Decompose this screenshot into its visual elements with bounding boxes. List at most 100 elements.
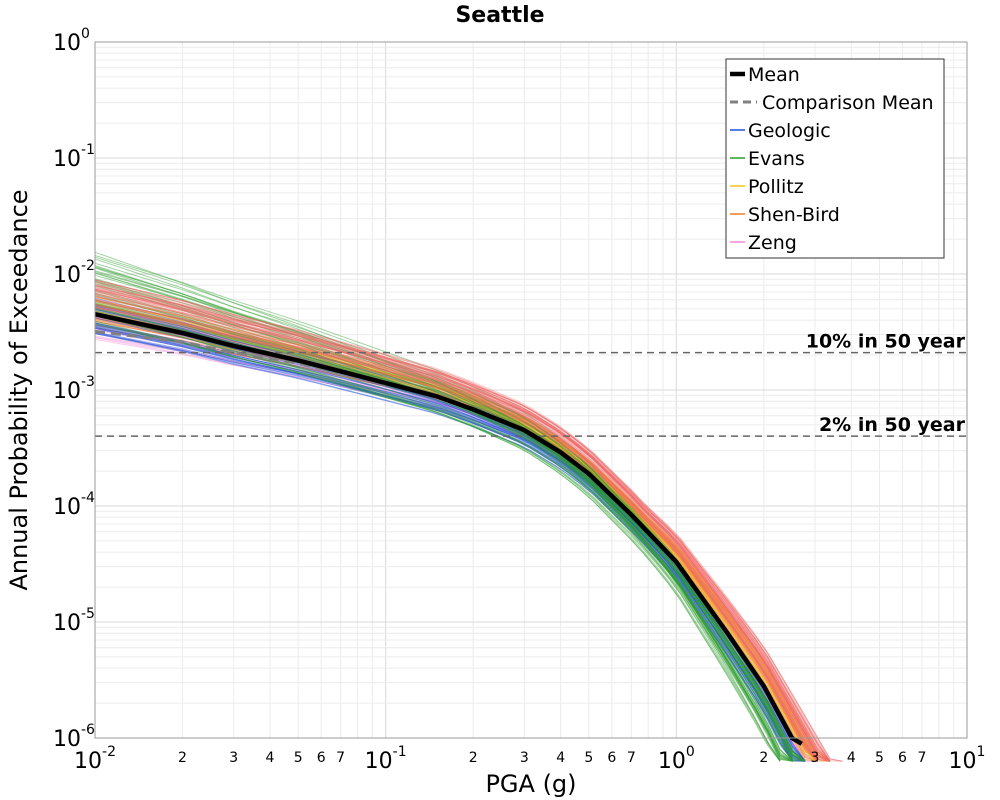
y-tick-label: 100 [53,26,90,56]
branch-curve-geologic [94,297,806,762]
branch-curve-zeng [94,318,806,762]
branch-curve-shen-bird [94,288,843,762]
branch-curve-shen-bird [94,290,831,762]
x-tick-label: 10-1 [365,744,407,774]
branch-curve-geologic [94,325,794,762]
y-tick-label: 10-6 [53,722,95,752]
x-minor-tick-label: 6 [607,750,616,766]
x-minor-tick-label: 6 [317,750,326,766]
legend-label: Geologic [748,120,831,142]
branch-curve-shen-bird [94,313,831,762]
branch-curve-shen-bird [94,296,818,762]
x-minor-tick-label: 7 [918,750,927,766]
y-tick-label: 10-2 [53,258,95,288]
branch-curve-pollitz [94,312,818,762]
legend-label: Zeng [748,232,797,254]
branch-curve-shen-bird [94,308,831,762]
branch-curve-shen-bird [94,304,818,762]
branch-curve-pollitz [94,299,818,762]
branch-curve-geologic [94,317,806,762]
branch-curve-pollitz [94,307,818,762]
branch-curve-evans [94,295,806,762]
branch-curve-shen-bird [94,290,831,762]
branch-curve-evans [94,272,794,762]
branch-curve-shen-bird [94,294,831,762]
chart-title: Seattle [455,3,544,28]
x-minor-tick-label: 4 [847,750,856,766]
branch-curve-shen-bird [94,311,831,762]
plot-frame [94,41,968,739]
x-tick-label: 101 [949,744,986,774]
branch-curve-pollitz [94,300,818,762]
branch-curve-shen-bird [94,301,818,762]
series-line-mean [94,312,803,746]
branch-curve-shen-bird [94,307,831,762]
x-minor-tick-label: 7 [627,750,636,766]
branch-curve-shen-bird [94,306,843,762]
grid-lines [94,42,967,739]
branch-curve-shen-bird [94,310,831,762]
x-minor-tick-label: 3 [811,750,820,766]
x-minor-tick-label: 3 [229,750,238,766]
branch-curve-evans [94,311,781,762]
legend-label: Evans [748,148,805,170]
branch-curve-zeng [94,308,818,762]
logic-tree-branch-curves [94,251,843,762]
branch-curve-geologic [94,328,806,762]
branch-curve-zeng [94,312,818,762]
branch-curve-shen-bird [94,306,818,762]
x-minor-tick-label: 4 [556,750,565,766]
branch-curve-shen-bird [94,305,818,762]
x-minor-tick-label: 4 [266,750,275,766]
branch-curve-geologic [94,333,794,762]
branch-curve-shen-bird [94,305,843,762]
branch-curve-shen-bird [94,287,831,762]
branch-curve-evans [94,281,793,762]
branch-curve-shen-bird [94,289,843,762]
branch-curve-shen-bird [94,285,831,762]
reference-line-label: 2% in 50 year [819,414,966,436]
branch-curve-shen-bird [94,293,818,762]
branch-curve-geologic [94,332,794,762]
legend-label: Shen-Bird [748,204,840,226]
branch-curve-shen-bird [94,306,831,762]
branch-curve-shen-bird [94,279,831,762]
branch-curve-evans [94,266,794,762]
branch-curve-shen-bird [94,298,818,762]
branch-curve-evans [94,267,781,762]
branch-curve-evans [94,315,793,762]
branch-curve-pollitz [94,296,818,762]
reference-line-label: 10% in 50 year [806,331,966,353]
legend-box [725,58,945,259]
x-axis-label: PGA (g) [485,770,576,798]
y-tick-label: 10-4 [53,490,95,520]
branch-curve-geologic [94,322,806,762]
branch-curve-shen-bird [94,303,818,762]
x-minor-tick-label: 2 [759,750,768,766]
branch-curve-shen-bird [94,286,818,762]
branch-curve-shen-bird [94,287,831,762]
branch-curve-shen-bird [94,324,831,762]
branch-curve-shen-bird [94,304,818,762]
x-minor-tick-label: 5 [294,750,303,766]
branch-curve-zeng [94,320,831,762]
x-minor-tick-label: 2 [469,750,478,766]
x-tick-label: 100 [658,744,695,774]
branch-curve-geologic [94,323,806,762]
x-minor-tick-label: 7 [336,750,345,766]
branch-curve-shen-bird [94,279,831,762]
branch-curve-shen-bird [94,321,818,762]
legend-label: Comparison Mean [762,92,934,114]
branch-curve-evans [94,323,794,762]
branch-curve-evans [94,266,793,762]
x-tick-label: 10-2 [74,744,116,774]
branch-curve-shen-bird [94,307,831,762]
x-minor-tick-label: 5 [875,750,884,766]
branch-curve-shen-bird [94,307,831,762]
branch-curve-evans [94,279,793,762]
branch-curve-geologic [94,308,806,762]
branch-curve-pollitz [94,300,818,762]
branch-curve-shen-bird [94,288,831,762]
